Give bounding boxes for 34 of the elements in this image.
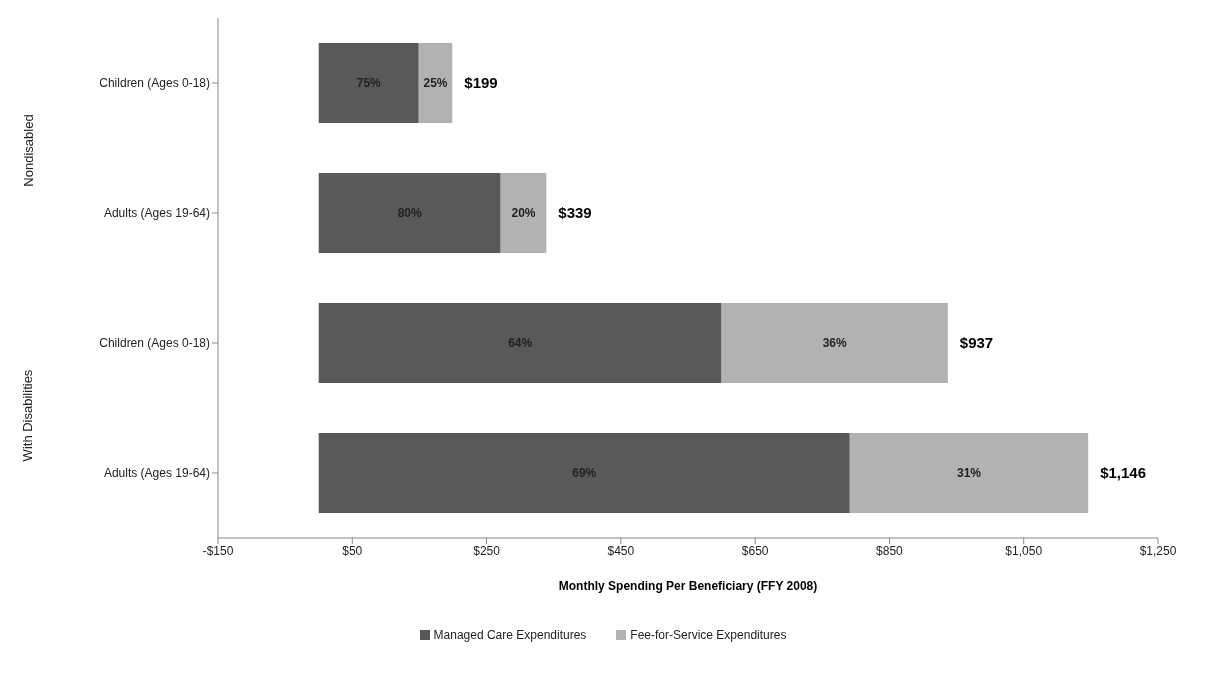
annotation: 20% [511, 206, 536, 220]
bar [721, 303, 948, 383]
y-tick-label: Children (Ages 0-18) [99, 76, 210, 91]
legend-label: Fee-for-Service Expenditures [629, 628, 787, 642]
y-tick-label: Adults (Ages 19-64) [103, 206, 210, 221]
x-axis-title: Monthly Spending Per Beneficiary (FFY 2008) [558, 579, 818, 593]
bar [418, 43, 453, 123]
annotation: 31% [956, 466, 982, 480]
bar [318, 303, 722, 383]
total-label: $199 [464, 74, 498, 91]
x-tick-label: $50 [342, 543, 363, 558]
y-tick-label: Children (Ages 0-18) [99, 336, 210, 351]
total-label: $339 [558, 204, 592, 221]
x-tick-label: $850 [876, 543, 904, 558]
x-tick-label: $650 [741, 543, 769, 558]
annotation: 80% [397, 206, 423, 220]
annotation: 25% [423, 76, 448, 90]
text: With Disabilities [20, 369, 36, 462]
legend-label: Managed Care Expenditures [432, 628, 587, 642]
x-tick-label: $450 [607, 543, 635, 558]
x-tick-label: $1,250 [1139, 543, 1177, 558]
bar [318, 173, 501, 253]
text: Nondisabled [20, 114, 36, 187]
bar [500, 173, 547, 253]
bar [318, 433, 850, 513]
x-tick-label: $1,050 [1005, 543, 1043, 558]
bar [318, 43, 419, 123]
x-tick-label: -$150 [202, 543, 234, 558]
y-tick-label: Adults (Ages 19-64) [103, 466, 210, 481]
bar [849, 433, 1089, 513]
total-label: $937 [959, 334, 994, 351]
annotation: 36% [822, 336, 848, 350]
x-tick-label: $250 [473, 543, 501, 558]
total-label: $1,146 [1100, 464, 1147, 481]
